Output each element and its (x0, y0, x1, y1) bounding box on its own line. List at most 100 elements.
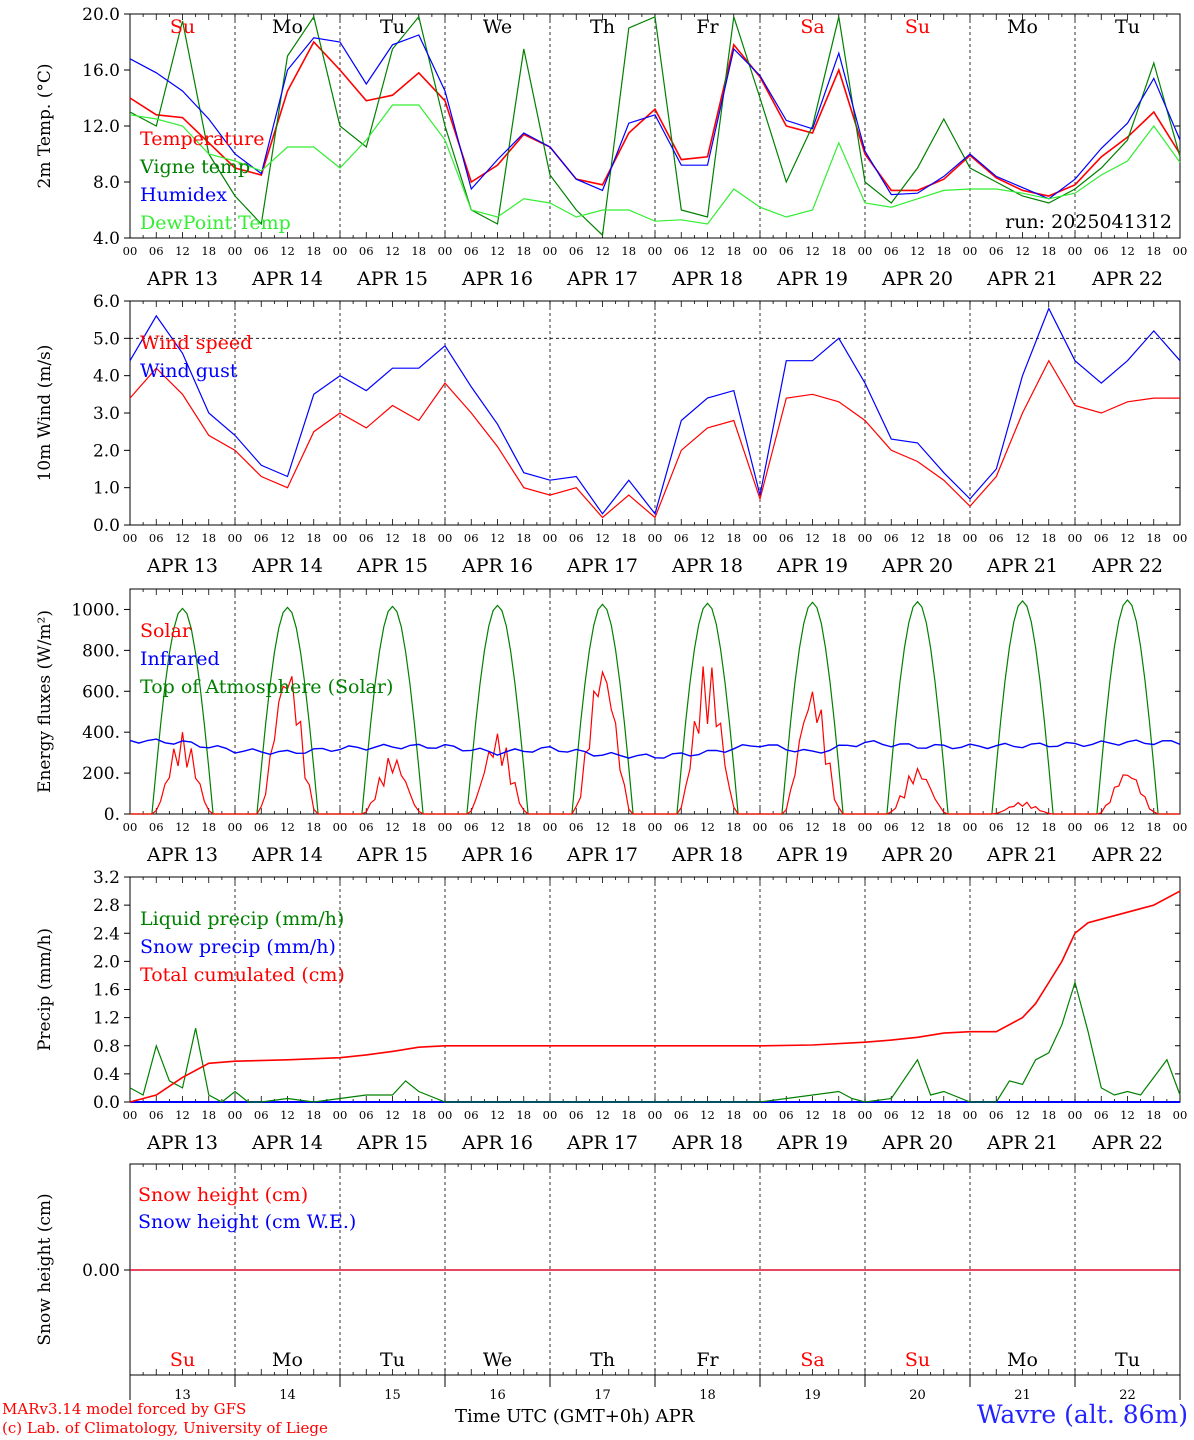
date-label: APR 19 (776, 844, 848, 866)
weekday-label: We (483, 1349, 512, 1371)
hour-tick-label: 18 (621, 1108, 636, 1122)
date-label: APR 20 (881, 268, 953, 290)
hour-tick-label: 00 (1068, 244, 1083, 258)
hour-tick-label: 06 (464, 244, 479, 258)
hour-tick-label: 06 (779, 244, 794, 258)
hour-tick-label: 06 (359, 820, 374, 834)
hour-tick-label: 18 (831, 531, 846, 545)
hour-tick-label: 06 (254, 820, 269, 834)
legend-entry: Infrared (140, 648, 220, 670)
y-tick-label: 6.0 (93, 292, 120, 312)
hour-tick-label: 12 (700, 1108, 715, 1122)
y-axis-label: 10m Wind (m/s) (35, 345, 55, 482)
hour-tick-label: 12 (1120, 244, 1135, 258)
legend-entry: Total cumulated (cm) (140, 964, 345, 986)
hour-tick-label: 12 (805, 244, 820, 258)
hour-tick-label: 12 (1120, 1108, 1135, 1122)
hour-tick-label: 18 (936, 531, 951, 545)
date-label: APR 13 (146, 555, 218, 577)
date-label: APR 16 (461, 1132, 533, 1154)
hour-tick-label: 18 (936, 244, 951, 258)
hour-tick-label: 00 (543, 1108, 558, 1122)
hour-tick-label: 18 (621, 244, 636, 258)
date-label: APR 14 (251, 1132, 323, 1154)
hour-tick-label: 12 (280, 1108, 295, 1122)
hour-tick-label: 06 (359, 531, 374, 545)
date-label: APR 21 (986, 268, 1058, 290)
hour-tick-label: 18 (1041, 244, 1056, 258)
hour-tick-label: 18 (831, 820, 846, 834)
day-number: 21 (1014, 1388, 1031, 1403)
hour-tick-label: 18 (516, 244, 531, 258)
hour-tick-label: 00 (753, 1108, 768, 1122)
hour-tick-label: 06 (1094, 244, 1109, 258)
y-tick-label: 2.0 (93, 441, 120, 461)
legend-entry: Wind gust (140, 360, 238, 382)
hour-tick-label: 12 (1120, 531, 1135, 545)
weekday-label: Th (590, 16, 615, 38)
hour-tick-label: 00 (543, 531, 558, 545)
hour-tick-label: 06 (359, 244, 374, 258)
hour-tick-label: 12 (1015, 820, 1030, 834)
date-label: APR 15 (356, 555, 428, 577)
date-label: APR 21 (986, 555, 1058, 577)
hour-tick-label: 00 (963, 820, 978, 834)
hour-tick-label: 06 (779, 531, 794, 545)
hour-tick-label: 06 (569, 1108, 584, 1122)
series-total-cumulated (129, 890, 1181, 1103)
plot-frame-3 (129, 588, 1181, 815)
weekday-label: Tu (380, 1349, 405, 1371)
hour-tick-label: 12 (910, 244, 925, 258)
weekday-label: Mo (1007, 1349, 1038, 1371)
hour-tick-label: 06 (989, 820, 1004, 834)
hour-tick-label: 00 (333, 820, 348, 834)
legend-entry: Snow precip (mm/h) (140, 936, 336, 958)
hour-tick-label: 06 (779, 1108, 794, 1122)
day-number: 13 (174, 1388, 191, 1403)
lab-credit: (c) Lab. of Climatology, University of L… (2, 1419, 328, 1437)
series-humidex (129, 34, 1181, 200)
hour-tick-label: 00 (333, 531, 348, 545)
hour-tick-label: 12 (700, 531, 715, 545)
date-label: APR 21 (986, 844, 1058, 866)
hour-tick-label: 00 (438, 244, 453, 258)
date-label: APR 13 (146, 844, 218, 866)
y-tick-label: 1.0 (93, 479, 120, 499)
date-label: APR 16 (461, 555, 533, 577)
date-label: APR 17 (566, 555, 638, 577)
hour-tick-label: 06 (149, 531, 164, 545)
legend-entry: Liquid precip (mm/h) (140, 908, 344, 930)
hour-tick-label: 18 (1041, 531, 1056, 545)
hour-tick-label: 06 (1094, 1108, 1109, 1122)
date-label: APR 20 (881, 555, 953, 577)
legend-entry: Snow height (cm) (138, 1184, 308, 1206)
hour-tick-label: 06 (884, 820, 899, 834)
hour-tick-label: 06 (149, 1108, 164, 1122)
hour-tick-label: 06 (1094, 531, 1109, 545)
series-liquid-precip (129, 980, 1181, 1103)
hour-tick-label: 18 (1146, 1108, 1161, 1122)
time-axis-label: Time UTC (GMT+0h) APR (455, 1406, 695, 1427)
series-solar (130, 666, 1180, 815)
hour-tick-label: 18 (936, 820, 951, 834)
y-tick-label: 8.0 (93, 173, 120, 193)
hour-tick-label: 06 (569, 531, 584, 545)
hour-tick-label: 00 (123, 531, 138, 545)
hour-tick-label: 00 (1173, 820, 1188, 834)
series-vigne-temp (129, 15, 1181, 237)
y-tick-label: 2.0 (93, 952, 120, 972)
hour-tick-label: 00 (1068, 1108, 1083, 1122)
date-label: APR 14 (251, 268, 323, 290)
date-label: APR 20 (881, 844, 953, 866)
day-number: 15 (384, 1388, 401, 1403)
hour-tick-label: 18 (1146, 531, 1161, 545)
date-label: APR 18 (671, 555, 743, 577)
date-label: APR 16 (461, 844, 533, 866)
weekday-label: Mo (272, 1349, 303, 1371)
hour-tick-label: 00 (333, 244, 348, 258)
y-tick-label: 0.8 (93, 1037, 120, 1057)
hour-tick-label: 12 (1015, 531, 1030, 545)
legend-entry: Solar (140, 620, 192, 642)
y-tick-label: 0.0 (93, 516, 120, 536)
hour-tick-label: 06 (989, 1108, 1004, 1122)
